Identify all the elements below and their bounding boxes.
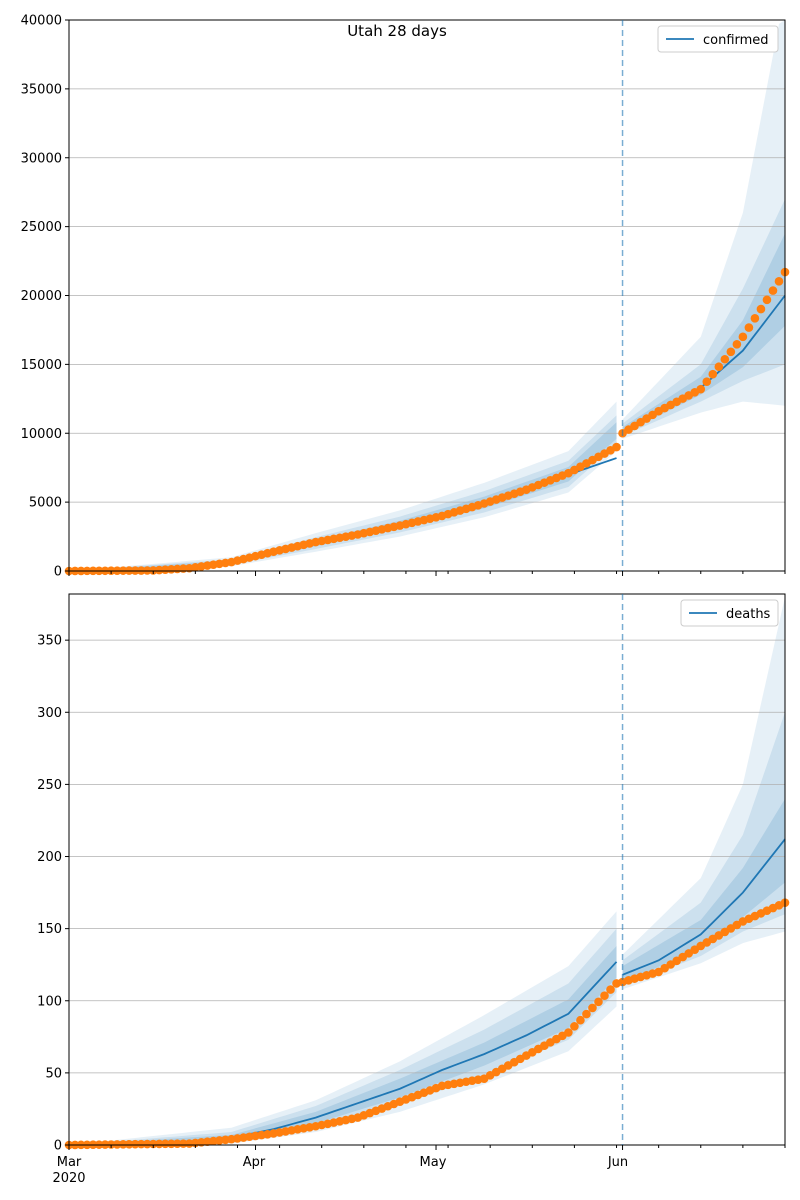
confirmed-observed-point bbox=[696, 384, 706, 394]
confirmed-observed-point bbox=[726, 347, 736, 357]
axes-frame bbox=[68, 593, 786, 1146]
confirmed-observed-point bbox=[738, 332, 748, 342]
confirmed-observed-point bbox=[708, 369, 718, 379]
deaths-observed-point bbox=[112, 1140, 122, 1149]
y-tick-label: 40000 bbox=[21, 14, 62, 29]
deaths-observed-point bbox=[588, 1003, 597, 1013]
deaths-observed-point bbox=[564, 1028, 573, 1037]
deaths-observed-point bbox=[600, 991, 609, 1001]
deaths-observed-point bbox=[130, 1139, 140, 1149]
legend-label-confirmed: confirmed bbox=[703, 33, 769, 48]
y-tick-label: 150 bbox=[37, 922, 62, 937]
deaths-observed-point bbox=[136, 1139, 146, 1149]
confirmed-observed-point bbox=[702, 377, 712, 386]
x-tick-label-may: May bbox=[420, 1155, 447, 1170]
legend-box bbox=[657, 25, 779, 53]
deaths-band-outer-fit bbox=[69, 911, 617, 1145]
y-tick-label: 25000 bbox=[21, 220, 62, 235]
legend-label-deaths: deaths bbox=[726, 607, 771, 622]
deaths-observed-point bbox=[154, 1139, 164, 1149]
x-tick-label-jun: Jun bbox=[607, 1155, 628, 1170]
deaths-legend: deaths bbox=[680, 599, 779, 627]
x-tick-label-apr: Apr bbox=[243, 1155, 266, 1170]
confirmed-observed-point bbox=[142, 566, 152, 575]
y-tick-label: 30000 bbox=[21, 151, 62, 166]
deaths-panel: 0 50 100 150 200 250 300 350 deaths bbox=[37, 593, 790, 1154]
confirmed-observed-point bbox=[612, 442, 621, 452]
y-tick-label: 50 bbox=[45, 1066, 62, 1081]
deaths-band-inner-forecast bbox=[622, 798, 785, 984]
deaths-observed-point bbox=[594, 997, 603, 1007]
confirmed-band-mid-forecast bbox=[622, 199, 785, 437]
confirmed-observed-point bbox=[750, 314, 760, 323]
deaths-observed-point bbox=[582, 1009, 591, 1019]
y-tick-label: 250 bbox=[37, 778, 62, 793]
deaths-observed-point bbox=[179, 1139, 188, 1148]
deaths-band-mid-fit bbox=[69, 928, 617, 1145]
y-tick-label: 0 bbox=[54, 1139, 62, 1154]
y-tick-label: 20000 bbox=[21, 289, 62, 304]
x-year-label: 2020 bbox=[52, 1171, 85, 1186]
confirmed-observed-point bbox=[756, 304, 766, 314]
deaths-observed-point bbox=[173, 1139, 182, 1149]
y-tick-label: 100 bbox=[37, 994, 62, 1009]
y-tick-label: 35000 bbox=[21, 82, 62, 97]
y-tick-label: 350 bbox=[37, 634, 62, 649]
deaths-observed-point bbox=[142, 1139, 152, 1149]
deaths-model-segment-forecast bbox=[622, 838, 786, 976]
deaths-observed-point bbox=[160, 1139, 170, 1149]
deaths-observed-point bbox=[124, 1139, 134, 1149]
y-tick-label: 5000 bbox=[29, 496, 62, 511]
y-tick-label: 15000 bbox=[21, 358, 62, 373]
deaths-observed-point bbox=[570, 1022, 579, 1031]
deaths-observed-point bbox=[606, 985, 615, 994]
x-tick-label-mar: Mar bbox=[57, 1155, 82, 1170]
confirmed-legend: confirmed bbox=[657, 25, 779, 53]
confirmed-observed-point bbox=[714, 362, 724, 372]
deaths-observed-point bbox=[148, 1139, 158, 1149]
y-tick-label: 300 bbox=[37, 706, 62, 721]
confirmed-panel: 0 5000 10000 15000 20000 25000 30000 35000 40000… bbox=[21, 14, 790, 580]
y-tick-label: 0 bbox=[54, 565, 62, 580]
deaths-observed-point bbox=[576, 1015, 585, 1025]
confirmed-observed-point bbox=[744, 323, 754, 332]
y-tick-label: 200 bbox=[37, 850, 62, 865]
shared-x-axis: Mar Apr May Jun 2020 bbox=[52, 1155, 628, 1186]
deaths-observed-point bbox=[118, 1140, 128, 1149]
deaths-observed-point bbox=[166, 1139, 176, 1149]
deaths-axes: 0 50 100 150 200 250 300 350 bbox=[37, 593, 786, 1154]
confirmed-observed-point bbox=[720, 354, 730, 364]
y-tick-label: 10000 bbox=[21, 427, 62, 442]
legend-box bbox=[680, 599, 779, 627]
confirmed-axes: 0 5000 10000 15000 20000 25000 30000 35000 40000 bbox=[21, 14, 786, 580]
confirmed-band-inner-forecast bbox=[622, 233, 785, 434]
deaths-observed-point bbox=[106, 1140, 116, 1149]
confirmed-observed-point bbox=[762, 295, 772, 305]
confirmed-observed-point bbox=[774, 277, 784, 286]
deaths-gridlines bbox=[69, 639, 785, 1074]
confirmed-observed-point bbox=[732, 340, 742, 349]
confirmed-observed-point bbox=[768, 286, 778, 295]
deaths-band-inner-fit bbox=[69, 945, 617, 1145]
chart-title: Utah 28 days bbox=[347, 22, 447, 40]
